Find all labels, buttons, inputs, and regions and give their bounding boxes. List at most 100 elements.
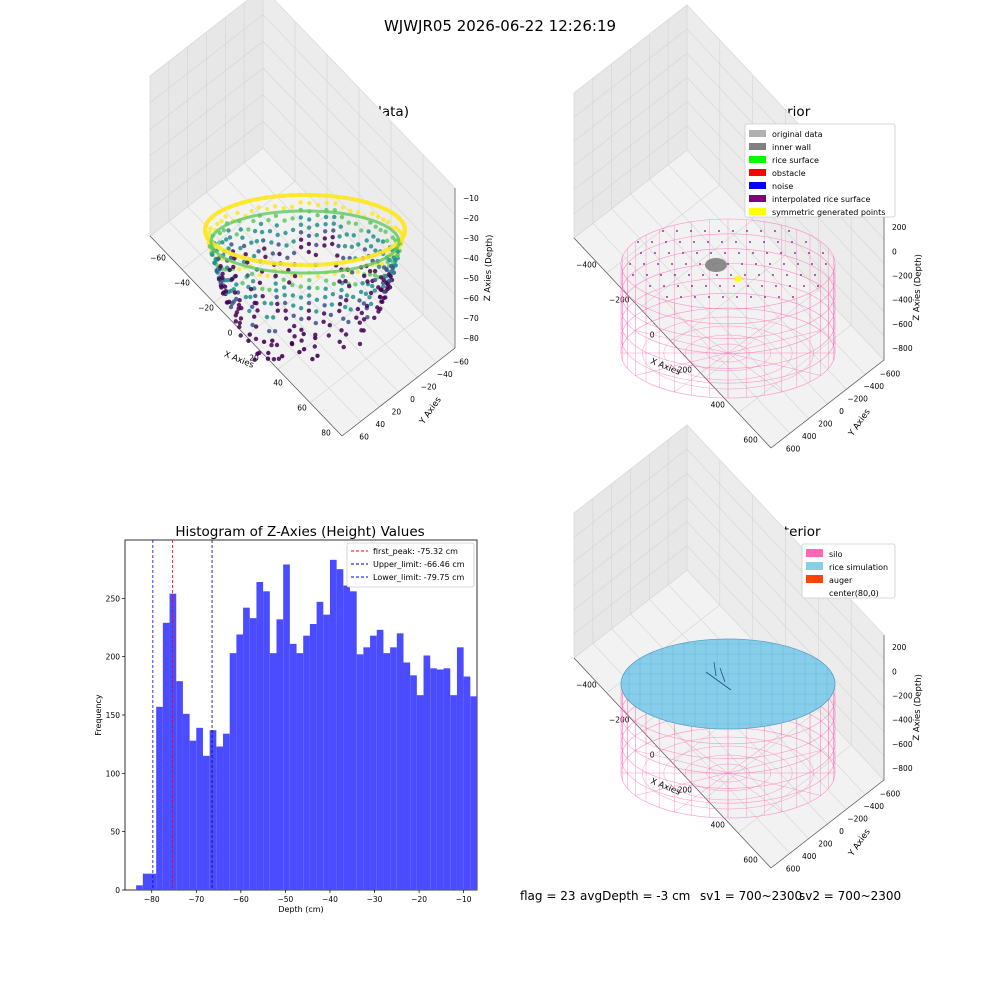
depth-point (337, 234, 342, 239)
histogram-bar (156, 706, 163, 890)
interpolated-surface-point (699, 263, 701, 265)
depth-point (269, 342, 274, 348)
depth-point (359, 310, 364, 316)
depth-point (292, 323, 297, 329)
interpolated-surface-point (772, 274, 774, 276)
depth-point (276, 242, 281, 247)
depth-point (238, 333, 243, 338)
interpolated-surface-point (629, 263, 631, 265)
depth-point (243, 294, 249, 300)
depth-point (272, 329, 278, 334)
depth-point (380, 261, 385, 267)
depth-point (287, 280, 292, 285)
depth-point (314, 242, 319, 248)
y-axis-line (341, 347, 456, 437)
y-axis-label: Y Axies (846, 827, 873, 859)
depth-point (265, 356, 271, 361)
interpolated-surface-point (693, 241, 695, 243)
z-tick-label: −50 (463, 274, 479, 283)
interpolated-surface-point (660, 274, 662, 276)
silo-floor-spoke (674, 733, 729, 774)
legend-swatch (806, 549, 823, 557)
x-axis-line (149, 235, 343, 437)
depth-point (250, 279, 256, 284)
interpolated-surface-point (727, 263, 729, 265)
depth-point (343, 279, 348, 284)
interpolated-surface-point (747, 285, 749, 287)
depth-point (378, 287, 383, 292)
legend-box (744, 123, 896, 218)
depth-point (372, 277, 378, 283)
depth-point (265, 273, 270, 279)
interpolated-surface-point (817, 285, 819, 287)
depth-point (306, 249, 311, 255)
depth-point (360, 281, 365, 286)
depth-point (354, 315, 359, 320)
x-tick-label: −10 (456, 895, 472, 904)
depth-point (283, 316, 289, 321)
y-tick-label: 150 (106, 711, 121, 720)
histogram-bar (189, 740, 197, 890)
x-tick-label: −40 (322, 895, 338, 904)
histogram-bar (263, 591, 270, 890)
depth-point (313, 320, 318, 326)
depth-point (328, 312, 334, 318)
y-tick-label: 600 (786, 445, 801, 454)
interpolated-surface-point (789, 285, 791, 287)
interpolated-surface-point (708, 296, 710, 298)
x-tick-label: −70 (188, 895, 204, 904)
y-tick-label: 0 (410, 395, 415, 404)
depth-point (215, 221, 220, 227)
depth-point (257, 272, 263, 278)
interpolated-surface-point (786, 274, 788, 276)
sv2-status: sv2 = 700~2300 (799, 889, 902, 903)
depth-point (344, 298, 349, 303)
depth-point (282, 285, 287, 290)
depth-point (233, 273, 238, 279)
y-axis-line (770, 779, 885, 869)
depth-point (283, 308, 288, 313)
x-tick-label: 600 (743, 436, 758, 445)
y-tick-label: 60 (359, 433, 369, 442)
interpolated-surface-point (746, 230, 748, 232)
z-tick-label: 0 (892, 667, 897, 676)
interpolated-surface-point (814, 274, 816, 276)
depth-point (376, 264, 382, 269)
histogram-bar (276, 619, 284, 890)
histogram-bar (216, 746, 224, 890)
depth-point (375, 214, 381, 219)
depth-point (233, 313, 238, 318)
depth-point (365, 279, 370, 284)
y-tick-label: 0 (839, 827, 844, 836)
histogram-bar (243, 607, 250, 890)
interpolated-surface-point (707, 241, 709, 243)
depth-point (298, 230, 304, 235)
y-tick-label: −200 (847, 394, 868, 403)
depth-point (361, 301, 367, 306)
z-axis-label: Z Axies (Depth) (912, 254, 924, 321)
depth-point (359, 228, 364, 233)
interpolated-surface-point (637, 241, 639, 243)
depth-point (232, 256, 237, 261)
legend-label: rice surface (772, 156, 819, 165)
interpolated-surface-point (640, 252, 642, 254)
depth-point (337, 308, 342, 314)
depth-point (355, 306, 361, 312)
z-tick-label: −600 (892, 740, 913, 749)
y-tick-label: 600 (786, 865, 801, 874)
x-tick-label: −80 (144, 895, 160, 904)
depth-point (229, 242, 234, 247)
depth-point (343, 332, 349, 337)
depth-point (209, 252, 215, 257)
depth-point (262, 300, 267, 306)
histogram-bar (383, 653, 391, 890)
depth-point (313, 252, 319, 258)
depth-point (367, 295, 372, 300)
x-tick-label: 0 (650, 331, 655, 340)
depth-point (364, 238, 369, 243)
interpolated-surface-point (643, 263, 645, 265)
legend-box (801, 543, 896, 599)
depth-point (218, 264, 223, 269)
legend-label: Upper_limit: -66.46 cm (373, 560, 465, 569)
depth-point (315, 213, 320, 218)
